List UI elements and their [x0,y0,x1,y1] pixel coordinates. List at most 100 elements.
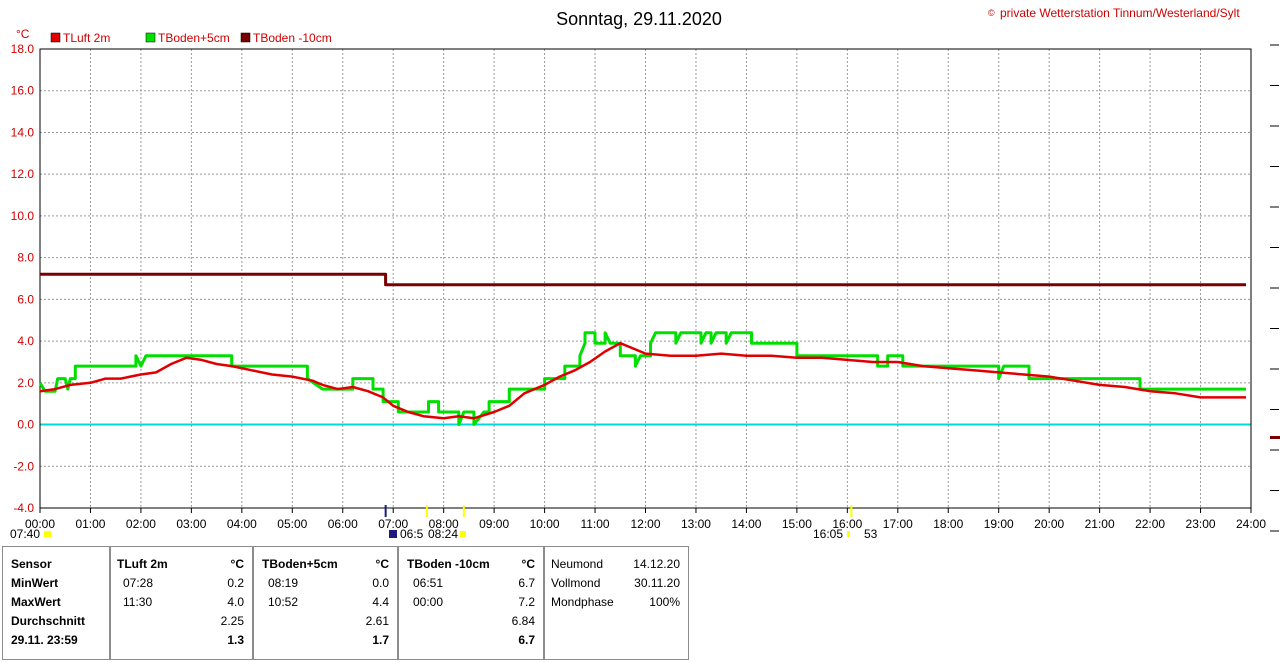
y-tick-label: -4.0 [13,501,34,515]
x-tick-label: 07:00 [378,517,408,531]
x-tick-label: 18:00 [933,517,963,531]
col-header-tboden10: TBoden -10cm [407,557,490,571]
col-unit-tluft: °C [230,557,244,571]
tluft-max-value: 4.0 [227,595,244,609]
x-tick-label: 02:00 [126,517,156,531]
x-tick-label: 15:00 [782,517,812,531]
legend: TLuft 2m TBoden+5cm TBoden -10cm [50,31,332,45]
y-tick-label: 18.0 [11,42,35,56]
tluft-min-value: 0.2 [227,576,244,590]
tboden10-min-time: 06:51 [413,576,444,590]
x-tick-label: 00:00 [25,517,55,531]
col-header-tboden5: TBoden+5cm [262,557,338,571]
y-tick-label: 0.0 [17,418,34,432]
sunrise-dot [44,531,51,537]
sun-moon-markers [44,505,853,538]
sunset-label: 16:05 [813,527,843,541]
legend-label-tluft: TLuft 2m [63,31,110,45]
x-tick-label: 23:00 [1186,517,1216,531]
chart-series [38,272,1246,426]
stats-column-tboden5: TBoden+5cm °C 08:19 0.0 10:52 4.4 2.61 1… [253,546,398,660]
tboden5-avg: 2.61 [365,614,389,628]
tboden10-max-value: 7.2 [518,595,535,609]
tboden5-min-time: 08:19 [268,576,299,590]
vollmond-label: Vollmond [551,576,601,590]
tluft-avg: 2.25 [220,614,244,628]
sunrise-marker [425,505,428,517]
x-tick-label: 03:00 [176,517,206,531]
copyright-text: private Wetterstation Tinnum/Westerland/… [1000,6,1240,20]
row-label-max: MaxWert [11,595,61,609]
y-tick-label: 16.0 [11,84,35,98]
y-tick-label: 2.0 [17,376,34,390]
tboden5-min-value: 0.0 [372,576,389,590]
x-tick-label: 08:00 [429,517,459,531]
series-line [38,331,1246,426]
stats-column-tluft: TLuft 2m °C 07:28 0.2 11:30 4.0 2.25 1.3 [110,546,253,660]
sunset-marker [850,505,853,517]
x-tick-label: 11:00 [580,517,609,531]
x-tick-label: 17:00 [883,517,913,531]
legend-label-tboden10: TBoden -10cm [253,31,332,45]
stats-column-tboden10: TBoden -10cm °C 06:51 6.7 00:00 7.2 6.84… [398,546,544,660]
x-tick-label: 12:00 [630,517,660,531]
right-marker-tboden10 [1270,436,1280,439]
y-tick-label: 10.0 [11,209,35,223]
x-tick-label: 01:00 [75,517,105,531]
x-tick-label: 24:00 [1236,517,1266,531]
col-header-tluft: TLuft 2m [117,557,168,571]
neumond-label: Neumond [551,557,604,571]
y-tick-label: 4.0 [17,334,34,348]
row-label-current: 29.11. 23:59 [11,633,78,647]
legend-swatch-tluft [50,32,61,43]
y-tick-label: 12.0 [11,167,35,181]
x-tick-label: 09:00 [479,517,509,531]
vollmond-date: 30.11.20 [634,576,680,590]
row-label-avg: Durchschnitt [11,614,86,628]
col-unit-tboden5: °C [375,557,389,571]
tboden10-max-time: 00:00 [413,595,444,609]
y-tick-label: -2.0 [13,459,34,473]
tluft-min-time: 07:28 [123,576,154,590]
legend-label-tboden5: TBoden+5cm [158,31,230,45]
sensor-header: Sensor [11,557,52,571]
x-tick-label: 19:00 [984,517,1014,531]
legend-swatch-tboden10 [240,32,251,43]
moonrise-marker [462,505,465,517]
y-tick-label: 8.0 [17,251,34,265]
x-tick-label: 05:00 [277,517,307,531]
copyright-symbol: © [988,8,995,18]
x-tick-label: 10:00 [530,517,560,531]
chart-title: Sonntag, 29.11.2020 [556,9,722,29]
tluft-max-time: 11:30 [123,595,153,609]
tboden10-current: 6.7 [518,633,535,647]
sunset-dot [847,531,850,537]
series-line [40,272,1246,287]
moonrise-label: 08:24 [428,527,458,541]
moonset-label: 06:5 [400,527,424,541]
tboden5-max-time: 10:52 [268,595,299,609]
legend-swatch-tboden5 [145,32,156,43]
col-unit-tboden10: °C [521,557,535,571]
y-axis-unit: °C [16,27,30,41]
x-tick-label: 13:00 [681,517,711,531]
x-tick-label: 14:00 [731,517,761,531]
temperature-chart: 18.0 16.0 14.0 12.0 10.0 8.0 6.0 4.0 2.0 0.0 -2.0 -… [10,6,1280,541]
chart-grid [40,49,1251,508]
x-tick-label: 20:00 [1034,517,1064,531]
x-tick-label: 21:00 [1085,517,1115,531]
moonrise-dot [460,531,466,537]
series-line [39,341,1246,420]
moonrise-label-b: 53 [864,527,878,541]
sunrise-label: 07:40 [10,527,40,541]
x-tick-label: 16:00 [832,517,862,531]
sensor-label-table: Sensor MinWert MaxWert Durchschnitt 29.1… [2,546,110,660]
neumond-date: 14.12.20 [633,557,680,571]
tboden5-max-value: 4.4 [372,595,389,609]
tboden5-current: 1.7 [372,633,389,647]
x-tick-label: 22:00 [1135,517,1165,531]
moonset-dot [389,530,397,538]
x-tick-label: 04:00 [227,517,257,531]
x-tick-label: 06:00 [328,517,358,531]
tboden10-avg: 6.84 [511,614,535,628]
